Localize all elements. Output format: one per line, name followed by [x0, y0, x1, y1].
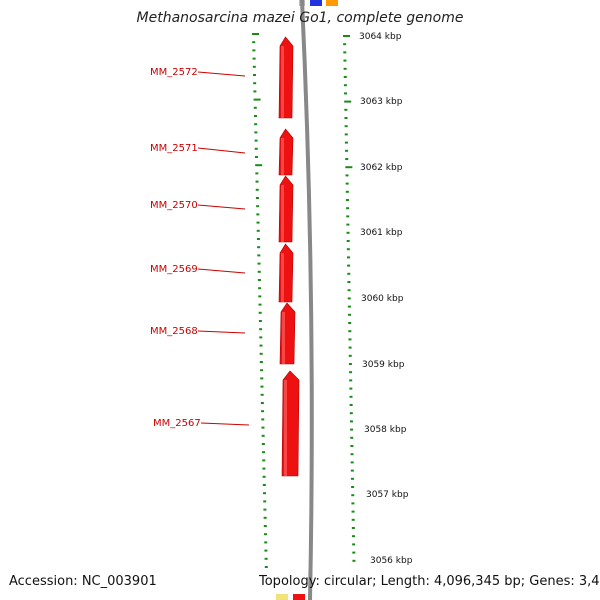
genome-summary-text: Topology: circular; Length: 4,096,345 bp… — [259, 574, 600, 589]
right-tick-track — [343, 35, 356, 562]
gene-arrow-highlight — [281, 253, 284, 302]
gene-label-leader — [197, 71, 246, 77]
gene-arrow-highlight — [281, 138, 284, 175]
scale-label: 3057 kbp — [366, 490, 409, 500]
gene-label-leader — [200, 422, 250, 426]
gene-track — [278, 36, 300, 477]
scale-label: 3058 kbp — [364, 425, 407, 435]
gene-label: MM_2570 — [150, 200, 198, 211]
gene-label: MM_2569 — [150, 264, 198, 275]
gene-arrow-highlight — [281, 46, 284, 118]
scale-label: 3062 kbp — [360, 163, 403, 173]
bottom-feature-yellow — [276, 594, 288, 600]
gene-arrow-highlight — [281, 185, 284, 242]
gene-label: MM_2567 — [153, 418, 201, 429]
gene-label-leader — [197, 204, 246, 210]
gene-arrow-highlight — [284, 380, 287, 476]
scale-labels: 3064 kbp 3063 kbp 3062 kbp 3061 kbp 3060 kbp… — [359, 32, 413, 566]
top-feature-blue — [310, 0, 322, 6]
gene-label-leader — [197, 330, 246, 334]
bottom-feature-red — [293, 594, 305, 600]
gene-label-leader — [197, 268, 246, 274]
gene-label: MM_2571 — [150, 143, 198, 154]
left-tick-track — [252, 33, 268, 568]
top-feature-orange — [326, 0, 338, 6]
scale-label: 3064 kbp — [359, 32, 402, 42]
gene-labels: MM_2572 MM_2571 MM_2570 MM_2569 MM_2568 MM_25… — [150, 67, 250, 429]
scale-label: 3061 kbp — [360, 228, 403, 238]
gene-label: MM_2568 — [150, 326, 198, 337]
scale-label: 3059 kbp — [362, 360, 405, 370]
gene-arrow-highlight — [282, 312, 285, 364]
scale-label: 3056 kbp — [370, 556, 413, 566]
scale-label: 3060 kbp — [361, 294, 404, 304]
scale-label: 3063 kbp — [360, 97, 403, 107]
genome-backbone — [300, 0, 314, 600]
accession-text: Accession: NC_003901 — [9, 574, 157, 589]
gene-label: MM_2572 — [150, 67, 198, 78]
map-title: Methanosarcina mazei Go1, complete genom… — [136, 10, 464, 26]
gene-label-leader — [197, 147, 246, 154]
